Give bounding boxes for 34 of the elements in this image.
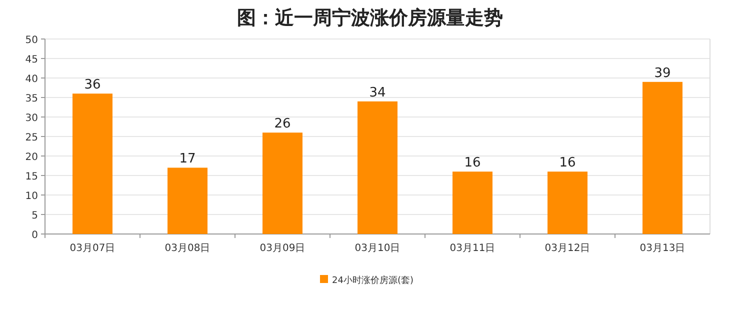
y-tick-label: 25: [25, 132, 38, 144]
x-tick-label: 03月11日: [450, 243, 496, 254]
x-tick-label: 03月12日: [544, 243, 590, 254]
data-label: 16: [464, 156, 481, 171]
y-tick-label: 45: [25, 54, 38, 66]
bar: [452, 172, 492, 234]
data-label: 26: [274, 116, 291, 132]
bar: [168, 168, 208, 234]
y-tick-label: 10: [25, 191, 38, 202]
x-tick-label: 03月13日: [640, 243, 686, 254]
bar: [548, 172, 588, 234]
y-tick-label: 15: [25, 172, 38, 182]
bar: [642, 82, 682, 234]
y-tick-label: 20: [25, 152, 38, 163]
y-tick-label: 0: [32, 230, 38, 241]
y-tick-label: 30: [25, 113, 38, 124]
x-tick-label: 03月07日: [70, 243, 116, 254]
y-tick-label: 40: [25, 74, 38, 85]
x-tick-label: 03月08日: [164, 243, 210, 254]
bar: [358, 101, 398, 234]
y-tick-label: 50: [25, 35, 38, 46]
data-label: 16: [559, 156, 576, 171]
x-tick-label: 03月09日: [260, 243, 306, 254]
x-tick-label: 03月10日: [354, 243, 400, 254]
legend-label: 24小时涨价房源(套): [332, 275, 414, 286]
data-label: 34: [369, 85, 386, 100]
data-label: 17: [179, 152, 196, 167]
y-tick-label: 5: [32, 210, 38, 222]
bar: [262, 132, 302, 234]
chart-title: 图：近一周宁波涨价房源量走势: [237, 7, 503, 29]
bar: [72, 94, 112, 234]
y-tick-label: 35: [25, 94, 38, 104]
data-label: 36: [84, 78, 101, 93]
data-label: 39: [654, 66, 671, 81]
